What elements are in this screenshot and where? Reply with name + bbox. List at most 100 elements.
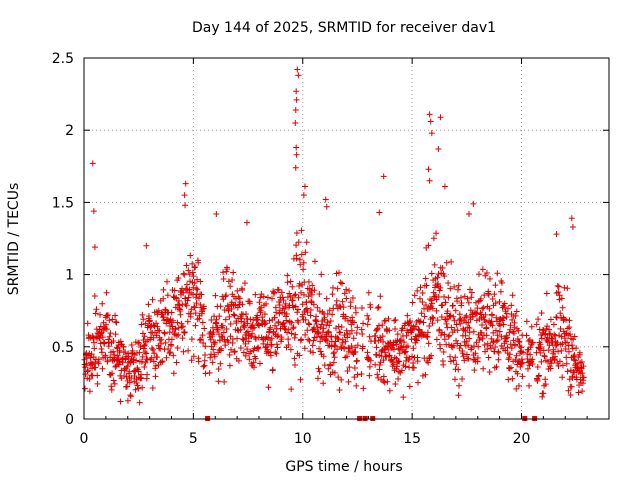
data-point bbox=[208, 343, 215, 350]
data-point bbox=[365, 354, 372, 361]
data-point bbox=[424, 329, 431, 336]
data-point bbox=[428, 130, 435, 137]
data-point bbox=[429, 305, 436, 312]
data-point bbox=[454, 286, 461, 293]
data-point bbox=[147, 323, 154, 330]
data-point bbox=[189, 260, 196, 267]
data-point bbox=[445, 333, 452, 340]
data-point bbox=[441, 336, 448, 343]
data-point bbox=[127, 393, 134, 400]
data-point bbox=[505, 376, 512, 383]
data-point bbox=[230, 269, 237, 276]
data-point bbox=[324, 319, 331, 326]
data-point bbox=[124, 383, 131, 390]
data-point bbox=[326, 322, 333, 329]
data-point bbox=[86, 388, 93, 395]
data-point bbox=[450, 313, 457, 320]
data-point bbox=[451, 317, 458, 324]
data-point bbox=[504, 334, 511, 341]
data-point bbox=[188, 357, 195, 364]
data-point bbox=[470, 200, 477, 207]
data-point bbox=[519, 359, 526, 366]
data-point bbox=[292, 331, 299, 338]
data-point bbox=[542, 376, 549, 383]
data-point bbox=[246, 356, 253, 363]
data-point bbox=[202, 352, 209, 359]
data-point bbox=[175, 331, 182, 338]
data-point bbox=[269, 366, 276, 373]
data-point bbox=[325, 365, 332, 372]
data-point bbox=[124, 363, 131, 370]
data-point bbox=[112, 363, 119, 370]
data-point bbox=[380, 357, 387, 364]
data-point bbox=[525, 337, 532, 344]
data-point bbox=[170, 370, 177, 377]
data-point bbox=[442, 299, 449, 306]
data-point bbox=[374, 326, 381, 333]
data-point bbox=[437, 345, 444, 352]
data-point bbox=[527, 351, 534, 358]
data-point bbox=[136, 340, 143, 347]
data-point bbox=[555, 289, 562, 296]
data-point bbox=[274, 344, 281, 351]
data-point bbox=[215, 378, 222, 385]
data-point bbox=[154, 323, 161, 330]
data-point bbox=[107, 330, 114, 337]
data-point bbox=[460, 353, 467, 360]
data-point bbox=[266, 317, 273, 324]
data-point bbox=[98, 345, 105, 352]
data-point bbox=[428, 352, 435, 359]
data-point bbox=[413, 337, 420, 344]
data-point bbox=[455, 282, 462, 289]
data-point bbox=[462, 314, 469, 321]
data-point bbox=[511, 330, 518, 337]
data-point bbox=[104, 312, 111, 319]
data-point bbox=[220, 275, 227, 282]
data-point bbox=[558, 347, 565, 354]
data-point bbox=[514, 361, 521, 368]
data-point bbox=[161, 329, 168, 336]
data-point bbox=[227, 321, 234, 328]
data-point bbox=[571, 352, 578, 359]
data-point bbox=[515, 338, 522, 345]
data-point bbox=[364, 312, 371, 319]
data-point bbox=[278, 336, 285, 343]
data-point bbox=[559, 362, 566, 369]
data-point bbox=[191, 303, 198, 310]
data-point bbox=[470, 328, 477, 335]
data-point bbox=[155, 307, 162, 314]
data-point bbox=[202, 343, 209, 350]
data-point bbox=[569, 223, 576, 230]
data-point bbox=[529, 339, 536, 346]
data-point bbox=[334, 285, 341, 292]
data-point bbox=[249, 330, 256, 337]
data-point bbox=[163, 354, 170, 361]
data-point bbox=[252, 291, 259, 298]
data-point bbox=[218, 333, 225, 340]
data-point bbox=[337, 279, 344, 286]
data-point bbox=[271, 314, 278, 321]
data-point bbox=[187, 252, 194, 259]
data-point bbox=[110, 337, 117, 344]
data-point bbox=[242, 352, 249, 359]
data-point bbox=[386, 352, 393, 359]
data-point bbox=[344, 334, 351, 341]
data-point bbox=[157, 345, 164, 352]
data-point bbox=[285, 336, 292, 343]
data-point bbox=[172, 325, 179, 332]
data-point bbox=[550, 321, 557, 328]
data-point bbox=[298, 289, 304, 296]
data-point bbox=[441, 293, 448, 300]
data-point bbox=[534, 378, 541, 385]
data-point bbox=[97, 311, 104, 318]
data-point bbox=[481, 341, 488, 348]
data-point bbox=[234, 304, 241, 311]
data-point bbox=[268, 335, 275, 342]
data-point bbox=[145, 301, 152, 308]
data-point bbox=[220, 269, 227, 276]
data-point bbox=[374, 305, 381, 312]
data-point bbox=[448, 258, 455, 265]
data-point bbox=[138, 375, 145, 382]
data-point bbox=[320, 325, 327, 332]
data-point bbox=[244, 320, 251, 327]
